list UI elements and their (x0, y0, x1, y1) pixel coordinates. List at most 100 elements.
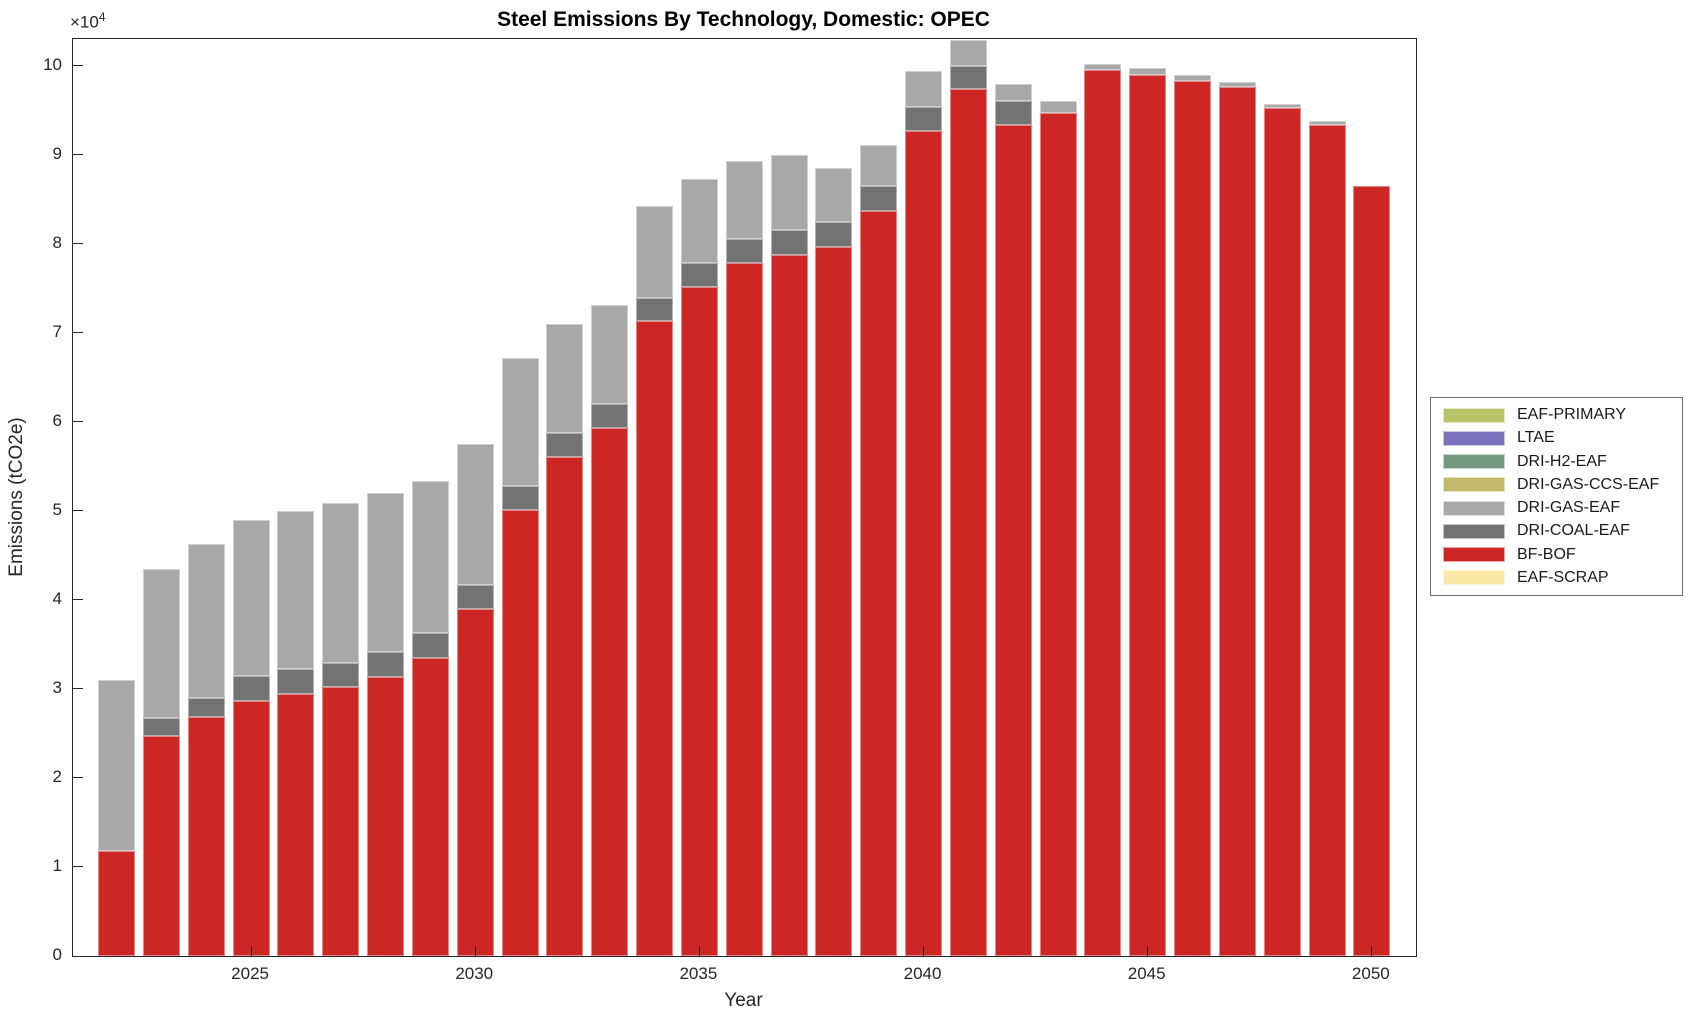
legend-item-dri-gas-ccs-eaf: DRI-GAS-CCS-EAF (1443, 475, 1676, 495)
bar-segment-dri-gas-eaf-2030 (456, 444, 494, 585)
bar-segment-bf-bof-2038 (815, 247, 853, 956)
y-tick-label-5: 5 (52, 499, 62, 519)
bar-segment-dri-gas-eaf-2046 (1174, 74, 1212, 81)
legend-swatch-eaf-scrap (1443, 570, 1505, 586)
bar-segment-bf-bof-2042 (994, 125, 1032, 956)
bar-segment-dri-gas-eaf-2023 (142, 568, 180, 719)
x-tick-label-2040: 2040 (903, 964, 942, 983)
y-tick-6 (73, 421, 83, 423)
bar-segment-dri-gas-eaf-2022 (98, 680, 136, 851)
legend-label-dri-coal-eaf: DRI-COAL-EAF (1517, 522, 1630, 540)
legend-box: EAF-PRIMARY LTAE DRI-H2-EAF DRI-GAS-CCS-EAF… (1430, 397, 1683, 596)
legend-item-dri-coal-eaf: DRI-COAL-EAF (1443, 521, 1676, 541)
x-tick-label-2035: 2035 (679, 964, 718, 983)
x-axis-label: Year (724, 990, 763, 1011)
bar-segment-dri-gas-eaf-2025 (232, 519, 270, 677)
bar-segment-bf-bof-2039 (860, 210, 898, 956)
bar-segment-bf-bof-2025 (232, 700, 270, 956)
y-tick-label-1: 1 (52, 855, 62, 875)
bar-segment-dri-gas-eaf-2033 (591, 305, 629, 405)
x-tick-2030 (474, 946, 476, 956)
legend-label-dri-h2-eaf: DRI-H2-EAF (1517, 452, 1607, 470)
bar-segment-bf-bof-2023 (142, 736, 180, 956)
legend-item-ltae: LTAE (1443, 428, 1676, 448)
bar-segment-dri-gas-eaf-2039 (860, 144, 898, 186)
legend-swatch-ltae (1443, 430, 1505, 446)
bar-segment-bf-bof-2037 (770, 255, 808, 956)
bar-segment-bf-bof-2035 (680, 286, 718, 956)
bar-segment-dri-gas-eaf-2047 (1218, 81, 1256, 88)
bar-segment-bf-bof-2044 (1084, 70, 1122, 956)
legend-item-eaf-scrap: EAF-SCRAP (1443, 568, 1676, 588)
y-tick-7 (73, 332, 83, 334)
x-tick-2035 (698, 946, 700, 956)
bar-segment-bf-bof-2036 (725, 263, 763, 956)
legend-label-dri-gas-eaf: DRI-GAS-EAF (1517, 499, 1621, 517)
legend-label-eaf-primary: EAF-PRIMARY (1517, 406, 1627, 424)
bar-segment-bf-bof-2045 (1129, 74, 1167, 956)
bar-segment-bf-bof-2040 (905, 130, 943, 956)
bar-segment-dri-coal-eaf-2035 (680, 263, 718, 287)
legend-swatch-dri-coal-eaf (1443, 523, 1505, 539)
legend-label-bf-bof: BF-BOF (1517, 545, 1576, 563)
bar-segment-bf-bof-2024 (187, 717, 225, 956)
legend-swatch-dri-h2-eaf (1443, 454, 1505, 470)
y-tick-8 (73, 243, 83, 245)
x-tick-2045 (1147, 946, 1149, 956)
bar-segment-bf-bof-2029 (411, 657, 449, 956)
bar-segment-dri-gas-eaf-2029 (411, 480, 449, 633)
bar-segment-dri-coal-eaf-2032 (546, 432, 584, 457)
y-tick-label-0: 0 (52, 945, 62, 964)
x-tick-label-2030: 2030 (455, 964, 494, 983)
bar-segment-dri-gas-eaf-2035 (680, 178, 718, 264)
y-axis-label: Emissions (tCO2e) (6, 417, 27, 577)
x-tick-2050 (1371, 946, 1373, 956)
bar-segment-bf-bof-2032 (546, 456, 584, 956)
bar-segment-dri-coal-eaf-2039 (860, 185, 898, 211)
legend-item-bf-bof: BF-BOF (1443, 545, 1676, 565)
bar-segment-dri-gas-eaf-2044 (1084, 63, 1122, 71)
bar-segment-dri-gas-eaf-2043 (1039, 101, 1077, 113)
plot-area (72, 38, 1417, 957)
legend-item-dri-h2-eaf: DRI-H2-EAF (1443, 452, 1676, 472)
bar-segment-bf-bof-2028 (367, 677, 405, 956)
bar-segment-dri-coal-eaf-2029 (411, 632, 449, 658)
bar-segment-bf-bof-2050 (1353, 185, 1391, 956)
y-tick-1 (73, 866, 83, 868)
bar-segment-dri-coal-eaf-2024 (187, 697, 225, 718)
bar-segment-dri-coal-eaf-2034 (636, 298, 674, 322)
bar-segment-dri-gas-eaf-2031 (501, 357, 539, 486)
bar-segment-dri-gas-eaf-2032 (546, 323, 584, 433)
y-axis-exponent-label: ×104 (70, 10, 106, 32)
y-tick-3 (73, 688, 83, 690)
bar-segment-dri-gas-eaf-2041 (949, 39, 987, 66)
y-tick-9 (73, 154, 83, 156)
legend-swatch-dri-gas-eaf (1443, 500, 1505, 516)
legend-label-ltae: LTAE (1517, 429, 1555, 447)
bar-segment-dri-gas-eaf-2045 (1129, 67, 1167, 75)
bar-segment-dri-coal-eaf-2028 (367, 652, 405, 678)
bar-segment-dri-gas-eaf-2034 (636, 205, 674, 299)
y-tick-label-8: 8 (52, 232, 62, 252)
bar-segment-dri-gas-eaf-2042 (994, 83, 1032, 102)
bar-segment-dri-coal-eaf-2027 (322, 663, 360, 688)
y-tick-2 (73, 777, 83, 779)
legend-label-eaf-scrap: EAF-SCRAP (1517, 568, 1609, 586)
y-tick-label-10: 10 (43, 54, 62, 74)
bar-segment-dri-coal-eaf-2025 (232, 676, 270, 701)
bar-segment-bf-bof-2041 (949, 88, 987, 956)
bar-segment-dri-coal-eaf-2037 (770, 230, 808, 256)
bar-segment-dri-gas-eaf-2028 (367, 493, 405, 653)
bar-segment-bf-bof-2046 (1174, 80, 1212, 956)
bar-segment-dri-gas-eaf-2027 (322, 502, 360, 664)
x-tick-label-2050: 2050 (1351, 964, 1390, 983)
bars-layer (73, 39, 1416, 956)
y-tick-label-6: 6 (52, 410, 62, 430)
legend-item-eaf-primary: EAF-PRIMARY (1443, 405, 1676, 425)
bar-segment-dri-coal-eaf-2036 (725, 239, 763, 264)
bar-segment-bf-bof-2033 (591, 428, 629, 956)
bar-segment-dri-coal-eaf-2031 (501, 485, 539, 510)
bar-segment-bf-bof-2022 (98, 850, 136, 956)
bar-segment-dri-coal-eaf-2033 (591, 404, 629, 429)
